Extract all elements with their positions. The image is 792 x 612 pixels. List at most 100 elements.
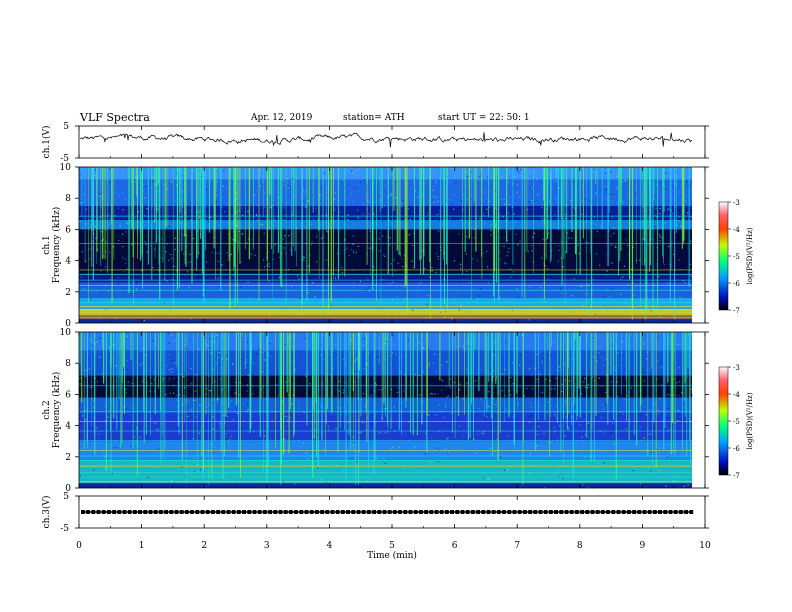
timeseries-ch1V: 5-5ch.1(V)	[41, 122, 709, 164]
noise-speck	[389, 237, 391, 239]
noise-speck	[226, 355, 228, 357]
noise-speck	[91, 341, 93, 343]
noise-speck	[363, 368, 365, 370]
noise-speck	[558, 370, 560, 372]
noise-speck	[334, 277, 336, 279]
noise-speck	[262, 180, 264, 182]
noise-speck	[85, 370, 87, 372]
noise-speck	[251, 423, 253, 425]
noise-speck	[604, 358, 606, 360]
noise-speck	[421, 250, 423, 252]
noise-speck	[215, 200, 217, 203]
noise-speck	[261, 366, 263, 368]
x-tick-label: 10	[699, 541, 711, 551]
noise-speck	[499, 296, 501, 298]
noise-speck	[565, 349, 567, 351]
noise-speck	[141, 380, 144, 382]
noise-speck	[335, 219, 337, 221]
noise-speck	[265, 460, 267, 463]
noise-speck	[437, 348, 439, 350]
noise-speck	[360, 404, 362, 406]
noise-speck	[466, 270, 468, 273]
noise-speck	[528, 416, 530, 418]
noise-speck	[393, 335, 395, 337]
noise-speck	[357, 209, 359, 211]
noise-speck	[444, 194, 446, 196]
noise-speck	[96, 427, 98, 429]
noise-speck	[320, 186, 322, 188]
noise-speck	[152, 340, 154, 342]
noise-speck	[341, 406, 343, 409]
noise-speck	[646, 351, 648, 353]
noise-speck	[601, 449, 603, 451]
noise-speck	[675, 183, 677, 185]
noise-speck	[169, 253, 172, 256]
noise-speck	[83, 181, 85, 183]
noise-speck	[197, 230, 199, 232]
noise-speck	[560, 257, 562, 259]
noise-speck	[571, 404, 573, 406]
noise-speck	[368, 413, 370, 415]
noise-speck	[483, 416, 485, 418]
noise-speck	[348, 254, 350, 256]
noise-speck	[345, 413, 347, 415]
noise-speck	[242, 233, 244, 235]
noise-speck	[155, 376, 157, 378]
noise-speck	[125, 198, 127, 200]
noise-speck	[407, 440, 409, 442]
noise-speck	[156, 428, 158, 431]
noise-speck	[360, 432, 362, 434]
noise-speck	[660, 366, 662, 368]
noise-speck	[422, 371, 424, 373]
noise-speck	[531, 191, 533, 193]
noise-speck	[133, 407, 135, 409]
noise-speck	[107, 344, 109, 346]
noise-speck	[432, 170, 434, 172]
noise-speck	[353, 282, 355, 284]
noise-speck	[565, 251, 567, 253]
noise-speck	[384, 255, 386, 257]
noise-speck	[323, 172, 325, 174]
noise-speck	[110, 219, 112, 221]
noise-speck	[643, 437, 645, 439]
noise-speck	[197, 211, 199, 213]
noise-speck	[604, 296, 606, 298]
noise-speck	[126, 369, 128, 371]
noise-speck	[432, 189, 434, 191]
noise-speck	[99, 216, 101, 218]
noise-speck	[468, 435, 470, 437]
noise-speck	[94, 171, 96, 173]
noise-speck	[624, 257, 626, 259]
noise-speck	[690, 240, 692, 242]
noise-speck	[271, 410, 273, 412]
noise-speck	[194, 471, 196, 473]
noise-speck	[242, 335, 244, 338]
noise-speck	[630, 386, 633, 389]
noise-speck	[287, 268, 289, 271]
noise-speck	[519, 240, 521, 242]
noise-speck	[294, 368, 296, 370]
noise-speck	[677, 409, 679, 411]
noise-speck	[451, 407, 453, 409]
noise-speck	[310, 223, 313, 225]
noise-speck	[150, 180, 152, 182]
noise-speck	[350, 249, 352, 251]
noise-speck	[518, 171, 520, 173]
noise-speck	[434, 196, 436, 198]
noise-speck	[163, 200, 165, 202]
noise-speck	[341, 272, 343, 274]
noise-speck	[284, 235, 286, 237]
noise-speck	[299, 340, 302, 342]
noise-speck	[546, 412, 548, 414]
noise-speck	[560, 239, 562, 241]
noise-speck	[662, 256, 664, 258]
noise-speck	[352, 436, 354, 438]
noise-speck	[401, 258, 403, 260]
noise-speck	[322, 358, 324, 360]
noise-speck	[634, 184, 636, 186]
noise-speck	[611, 396, 614, 398]
noise-speck	[472, 400, 474, 402]
colorbar-tick-label: -5	[733, 418, 740, 426]
noise-speck	[690, 420, 692, 422]
noise-speck	[687, 212, 689, 214]
